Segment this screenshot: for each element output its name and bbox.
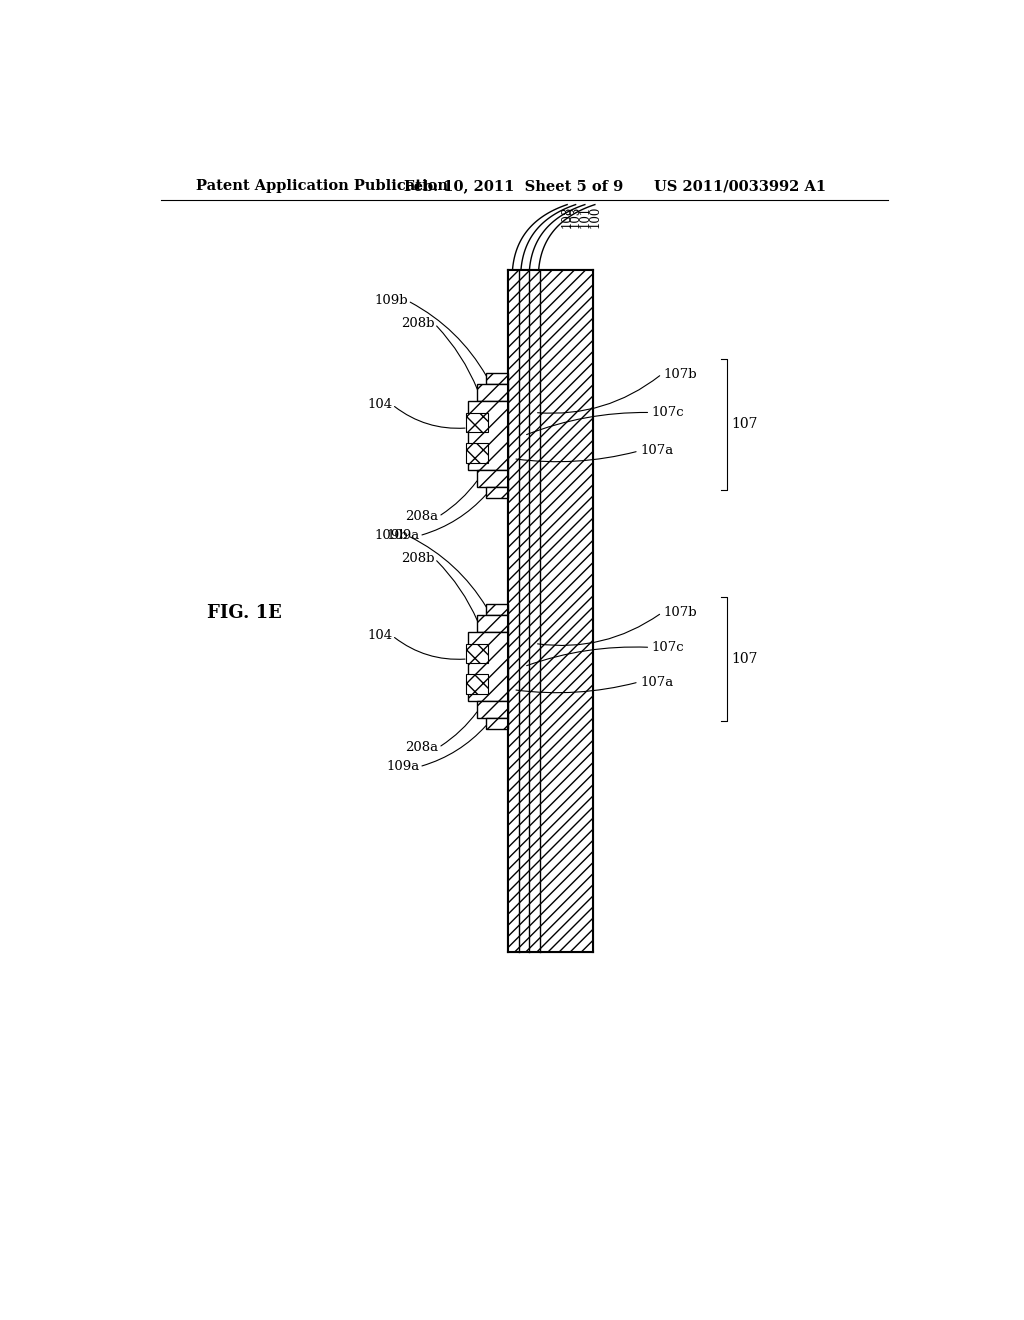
Bar <box>518 271 529 952</box>
Text: 109b: 109b <box>374 294 408 308</box>
Bar <box>477 615 508 632</box>
Bar <box>466 675 487 693</box>
Bar <box>477 470 508 487</box>
Bar <box>477 701 508 718</box>
Bar <box>486 487 508 498</box>
Bar <box>466 644 487 663</box>
Bar <box>541 271 593 952</box>
Text: 109b: 109b <box>374 529 408 543</box>
Text: FIG. 1E: FIG. 1E <box>207 603 282 622</box>
Text: US 2011/0033992 A1: US 2011/0033992 A1 <box>654 180 826 193</box>
Bar <box>468 632 508 701</box>
Text: 107: 107 <box>731 417 758 432</box>
Text: 208a: 208a <box>406 510 438 523</box>
Text: 109a: 109a <box>386 529 419 543</box>
Text: 208b: 208b <box>401 552 435 565</box>
Text: 108: 108 <box>561 206 573 227</box>
Text: 107: 107 <box>731 652 758 665</box>
Text: 107c: 107c <box>652 640 684 653</box>
Bar <box>486 718 508 729</box>
Bar <box>508 271 518 952</box>
Text: 107a: 107a <box>640 445 674 458</box>
Text: 104: 104 <box>368 630 392 643</box>
Text: 103: 103 <box>569 206 582 227</box>
Bar <box>508 271 593 952</box>
Bar <box>486 605 508 615</box>
Bar <box>466 444 487 462</box>
Text: 208a: 208a <box>406 741 438 754</box>
Text: 107a: 107a <box>640 676 674 689</box>
Text: Feb. 10, 2011  Sheet 5 of 9: Feb. 10, 2011 Sheet 5 of 9 <box>403 180 624 193</box>
Bar <box>477 384 508 401</box>
Text: 107b: 107b <box>664 367 697 380</box>
Text: 104: 104 <box>368 399 392 412</box>
Bar <box>486 374 508 384</box>
Bar <box>468 401 508 470</box>
Text: 107b: 107b <box>664 606 697 619</box>
Bar <box>529 271 541 952</box>
Text: 107c: 107c <box>652 407 684 418</box>
Text: 100: 100 <box>589 206 601 227</box>
Bar <box>466 412 487 432</box>
Text: Patent Application Publication: Patent Application Publication <box>196 180 449 193</box>
Text: 109a: 109a <box>386 760 419 774</box>
Text: 101: 101 <box>579 206 592 227</box>
Text: 208b: 208b <box>401 317 435 330</box>
